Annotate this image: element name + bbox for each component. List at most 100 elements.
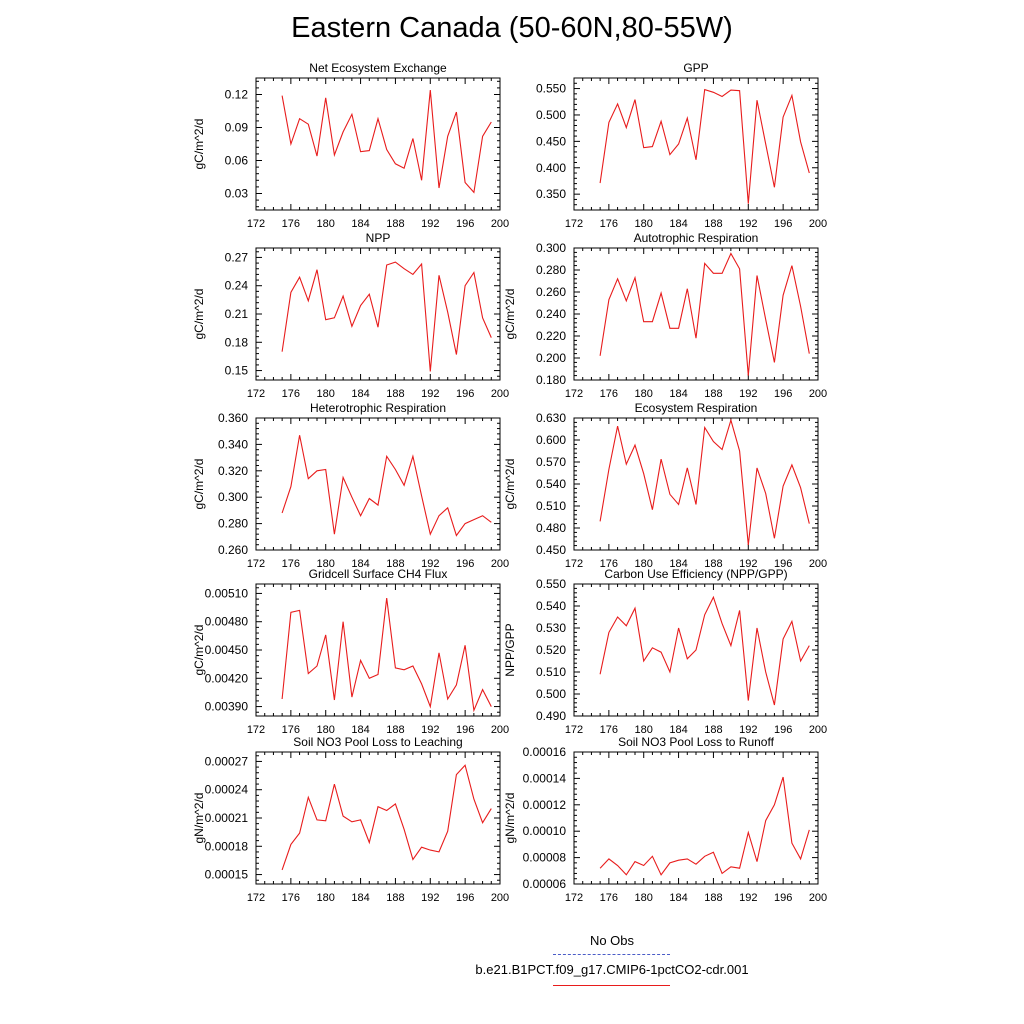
x-tick-label: 184 xyxy=(351,388,369,400)
y-tick-label: 0.180 xyxy=(536,373,566,387)
y-tick-label: 0.18 xyxy=(225,335,249,349)
x-tick-label: 176 xyxy=(282,724,300,736)
x-tick-label: 184 xyxy=(351,892,369,904)
x-tick-label: 188 xyxy=(704,218,722,230)
y-axis-label: NPP/GPP xyxy=(503,623,517,676)
chart-panel-7: Gridcell Surface CH4 Flux gC/m^2/d 172 176 1… xyxy=(192,567,509,736)
x-tick-label: 200 xyxy=(491,724,509,736)
y-tick-label: 0.450 xyxy=(536,543,566,557)
y-tick-label: 0.520 xyxy=(536,643,566,657)
plot-frame xyxy=(255,751,501,885)
x-tick-label: 188 xyxy=(704,388,722,400)
x-tick-label: 188 xyxy=(386,388,404,400)
x-tick-label: 180 xyxy=(317,558,335,570)
y-tick-label: 0.480 xyxy=(536,521,566,535)
y-tick-label: 0.09 xyxy=(225,121,249,135)
y-tick-label: 0.220 xyxy=(536,329,566,343)
x-tick-label: 192 xyxy=(739,724,757,736)
plot-frame xyxy=(255,583,501,717)
y-axis-label: gN/m^2/d xyxy=(192,793,206,844)
y-tick-label: 0.00016 xyxy=(523,745,567,759)
x-tick-label: 192 xyxy=(421,892,439,904)
y-tick-label: 0.260 xyxy=(218,543,248,557)
x-tick-label: 192 xyxy=(739,218,757,230)
y-tick-label: 0.500 xyxy=(536,108,566,122)
x-tick-label: 200 xyxy=(809,388,827,400)
y-tick-label: 0.00015 xyxy=(205,868,249,882)
y-tick-label: 0.280 xyxy=(536,263,566,277)
y-axis-label: gC/m^2/d xyxy=(192,119,206,170)
x-tick-label: 196 xyxy=(456,558,474,570)
y-tick-label: 0.00510 xyxy=(205,586,249,600)
y-tick-label: 0.00012 xyxy=(523,798,567,812)
chart-panel-5: Heterotrophic Respiration gC/m^2/d 172 176 1… xyxy=(192,401,509,570)
y-tick-label: 0.00420 xyxy=(205,671,249,685)
x-tick-label: 176 xyxy=(600,558,618,570)
x-tick-label: 180 xyxy=(635,218,653,230)
y-tick-label: 0.00008 xyxy=(523,851,567,865)
x-tick-label: 200 xyxy=(491,892,509,904)
x-tick-label: 172 xyxy=(565,218,583,230)
series-line xyxy=(599,595,810,706)
x-tick-label: 192 xyxy=(739,892,757,904)
panel-title: NPP xyxy=(366,231,391,245)
x-tick-label: 192 xyxy=(421,558,439,570)
x-tick-label: 196 xyxy=(456,892,474,904)
legend-line-obs xyxy=(553,954,670,955)
y-tick-label: 0.500 xyxy=(536,687,566,701)
x-tick-label: 196 xyxy=(774,558,792,570)
x-tick-label: 176 xyxy=(600,892,618,904)
x-tick-label: 176 xyxy=(282,892,300,904)
panel-title: Soil NO3 Pool Loss to Runoff xyxy=(618,735,775,749)
y-tick-label: 0.400 xyxy=(536,161,566,175)
y-tick-label: 0.00021 xyxy=(205,811,249,825)
x-tick-label: 184 xyxy=(351,558,369,570)
chart-panel-8: Carbon Use Efficiency (NPP/GPP) NPP/GPP 17… xyxy=(503,567,827,736)
x-tick-label: 196 xyxy=(774,892,792,904)
series-line xyxy=(281,598,492,713)
y-tick-label: 0.15 xyxy=(225,364,249,378)
legend-line-case xyxy=(553,985,670,986)
x-tick-label: 192 xyxy=(739,388,757,400)
x-tick-label: 172 xyxy=(565,892,583,904)
x-tick-label: 176 xyxy=(282,218,300,230)
y-tick-label: 0.00018 xyxy=(205,839,249,853)
y-tick-label: 0.00450 xyxy=(205,643,249,657)
y-tick-label: 0.260 xyxy=(536,285,566,299)
y-tick-label: 0.03 xyxy=(225,187,249,201)
y-tick-label: 0.510 xyxy=(536,665,566,679)
series-line xyxy=(599,252,810,376)
y-axis-label: gC/m^2/d xyxy=(192,459,206,510)
x-tick-label: 184 xyxy=(351,218,369,230)
y-tick-label: 0.550 xyxy=(536,577,566,591)
x-tick-label: 196 xyxy=(774,388,792,400)
chart-panel-10: Soil NO3 Pool Loss to Runoff gN/m^2/d 172 1… xyxy=(503,735,827,904)
series-line xyxy=(281,261,492,372)
y-tick-label: 0.450 xyxy=(536,134,566,148)
x-tick-label: 176 xyxy=(282,388,300,400)
x-tick-label: 172 xyxy=(565,388,583,400)
series-line xyxy=(281,90,492,194)
x-tick-label: 188 xyxy=(386,218,404,230)
y-tick-label: 0.320 xyxy=(218,464,248,478)
plot-frame xyxy=(573,417,819,551)
panel-title: Autotrophic Respiration xyxy=(634,231,759,245)
y-axis-label: gC/m^2/d xyxy=(192,289,206,340)
x-tick-label: 196 xyxy=(456,388,474,400)
y-tick-label: 0.00024 xyxy=(205,783,249,797)
x-tick-label: 184 xyxy=(669,558,687,570)
x-tick-label: 184 xyxy=(669,892,687,904)
x-tick-label: 180 xyxy=(317,218,335,230)
y-axis-label: gC/m^2/d xyxy=(192,625,206,676)
x-tick-label: 188 xyxy=(386,892,404,904)
x-tick-label: 200 xyxy=(809,724,827,736)
y-tick-label: 0.550 xyxy=(536,82,566,96)
chart-panel-9: Soil NO3 Pool Loss to Leaching gN/m^2/d 17… xyxy=(192,735,509,904)
y-tick-label: 0.630 xyxy=(536,411,566,425)
y-tick-label: 0.540 xyxy=(536,599,566,613)
y-tick-label: 0.540 xyxy=(536,477,566,491)
chart-panel-6: Ecosystem Respiration gC/m^2/d 172 176 180 18… xyxy=(503,401,827,570)
y-tick-label: 0.530 xyxy=(536,621,566,635)
x-tick-label: 188 xyxy=(704,558,722,570)
y-tick-label: 0.24 xyxy=(225,279,249,293)
